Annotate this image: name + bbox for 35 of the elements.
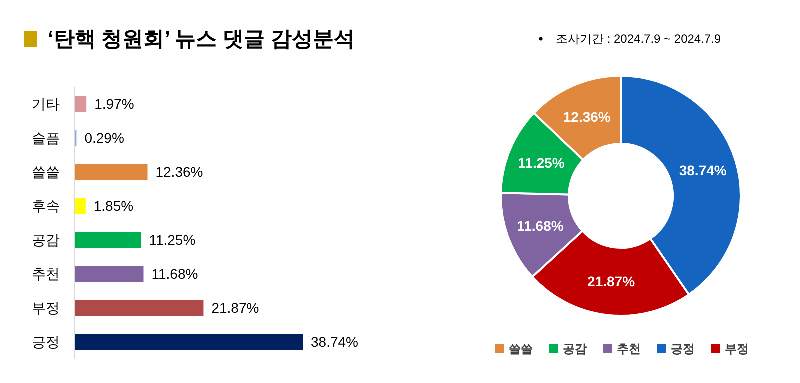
data-label: 21.87%: [212, 300, 260, 316]
data-label: 1.85%: [94, 198, 134, 214]
data-label: 11.25%: [149, 232, 196, 248]
legend-label: 공감: [563, 342, 587, 356]
y-tick-label: 추천: [32, 266, 60, 282]
data-label: 0.29%: [84, 130, 124, 146]
data-label: 1.97%: [94, 96, 134, 112]
legend-label: 추천: [617, 342, 641, 356]
bar: [75, 266, 144, 282]
y-tick-label: 공감: [32, 232, 60, 248]
data-label: 38.74%: [311, 334, 358, 350]
data-label: 11.68%: [517, 218, 564, 234]
y-tick-label: 긍정: [32, 334, 60, 350]
y-tick-label: 후속: [32, 198, 60, 214]
chart-title: ‘탄핵 청원회’ 뉴스 댓글 감성분석: [48, 28, 355, 51]
data-label: 38.74%: [679, 162, 728, 178]
bar: [75, 300, 204, 316]
bar: [75, 164, 148, 180]
data-label: 12.36%: [156, 164, 204, 180]
legend-label: 부정: [725, 342, 749, 356]
data-label: 11.68%: [152, 266, 198, 282]
bar: [75, 334, 303, 350]
y-tick-label: 기타: [32, 96, 60, 112]
y-tick-label: 쓸쓸: [32, 164, 60, 180]
data-label: 12.36%: [563, 108, 612, 125]
bar: [75, 96, 87, 112]
bar: [75, 232, 142, 248]
data-label: 21.87%: [588, 273, 636, 290]
legend-label: 긍정: [671, 342, 695, 356]
chart-subtitle: 조사기간 : 2024.7.9 ~ 2024.7.9: [556, 32, 722, 46]
y-tick-label: 부정: [32, 300, 60, 316]
legend-label: 쓸쓸: [509, 342, 533, 356]
data-label: 11.25%: [518, 155, 566, 172]
bar: [75, 198, 86, 214]
y-tick-label: 슬픔: [32, 130, 60, 146]
